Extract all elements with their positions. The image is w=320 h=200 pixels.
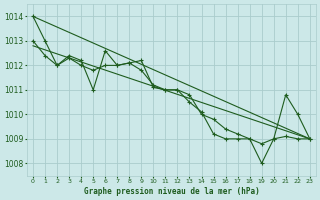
X-axis label: Graphe pression niveau de la mer (hPa): Graphe pression niveau de la mer (hPa) xyxy=(84,187,259,196)
